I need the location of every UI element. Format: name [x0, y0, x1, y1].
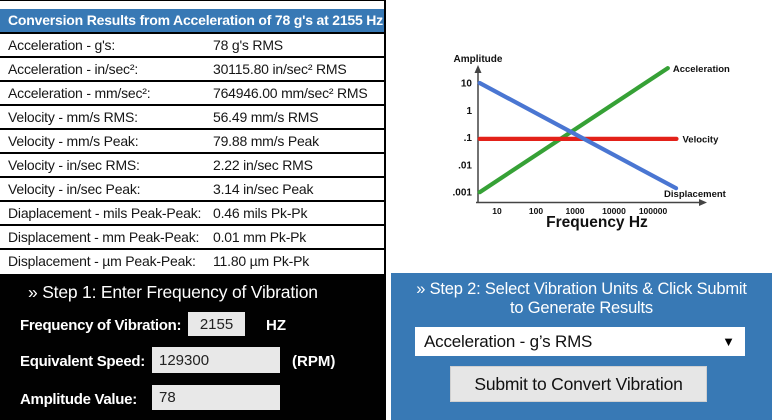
svg-text:Frequency Hz: Frequency Hz	[546, 214, 648, 231]
svg-text:1000: 1000	[566, 206, 585, 216]
result-row-label: Velocity - in/sec RMS:	[8, 157, 140, 173]
table-row: Velocity - in/sec Peak: 3.14 in/sec Peak	[0, 178, 384, 202]
table-row: Displacement - µm Peak-Peak: 11.80 µm Pk-…	[0, 250, 384, 272]
result-row-value: 0.46 mils Pk-Pk	[213, 205, 308, 221]
chevron-down-icon: ▼	[722, 334, 735, 349]
step2-title-line1: » Step 2: Select Vibration Units & Click…	[416, 280, 747, 298]
result-row-value: 764946.00 mm/sec² RMS	[213, 85, 368, 101]
svg-text:.001: .001	[453, 188, 473, 199]
step2-panel: » Step 2: Select Vibration Units & Click…	[391, 273, 772, 420]
svg-text:10: 10	[492, 206, 502, 216]
equivalent-speed-input[interactable]	[152, 347, 280, 373]
table-row: Acceleration - in/sec²: 30115.80 in/sec² …	[0, 58, 384, 82]
svg-text:100: 100	[529, 206, 543, 216]
result-row-value: 30115.80 in/sec² RMS	[213, 61, 347, 77]
result-row-label: Displacement - µm Peak-Peak:	[8, 253, 196, 269]
table-row: Velocity - in/sec RMS: 2.22 in/sec RMS	[0, 154, 384, 178]
speed-unit-label: (RPM)	[292, 353, 336, 370]
submit-convert-button[interactable]: Submit to Convert Vibration	[450, 366, 707, 402]
svg-text:1: 1	[466, 106, 472, 117]
result-row-value: 0.01 mm Pk-Pk	[213, 229, 307, 245]
step2-title: » Step 2: Select Vibration Units & Click…	[391, 280, 772, 318]
svg-text:.01: .01	[458, 160, 472, 171]
result-row-label: Velocity - in/sec Peak:	[8, 181, 141, 197]
svg-text:.1: .1	[464, 133, 473, 144]
result-row-label: Diaplacement - mils Peak-Peak:	[8, 205, 202, 221]
result-row-label: Acceleration - mm/sec²:	[8, 85, 151, 101]
result-row-label: Acceleration - in/sec²:	[8, 61, 139, 77]
amplitude-frequency-chart-svg: Amplitude Frequency Hz 10 1 .1 .01 .001 10 100 10…	[453, 54, 731, 231]
result-row-label: Velocity - mm/s RMS:	[8, 109, 138, 125]
amplitude-frequency-chart: Amplitude Frequency Hz 10 1 .1 .01 .001 10 100 10…	[386, 0, 772, 273]
result-row-label: Velocity - mm/s Peak:	[8, 133, 139, 149]
amplitude-value-input[interactable]	[152, 385, 280, 410]
table-row: Displacement - mm Peak-Peak: 0.01 mm Pk-P…	[0, 226, 384, 250]
svg-text:Displacement: Displacement	[664, 189, 727, 200]
result-row-value: 3.14 in/sec Peak	[213, 181, 314, 197]
svg-text:100000: 100000	[639, 206, 668, 216]
svg-text:Acceleration: Acceleration	[673, 64, 730, 75]
result-row-label: Acceleration - g's:	[8, 37, 116, 53]
step1-title: » Step 1: Enter Frequency of Vibration	[28, 282, 318, 302]
table-row: Velocity - mm/s RMS: 56.49 mm/s RMS	[0, 106, 384, 130]
results-table-header: Conversion Results from Acceleration of …	[0, 9, 384, 34]
vibration-units-dropdown-value: Acceleration - g’s RMS	[424, 332, 593, 351]
result-row-label: Displacement - mm Peak-Peak:	[8, 229, 200, 245]
result-row-value: 2.22 in/sec RMS	[213, 157, 313, 173]
step2-title-line2: to Generate Results	[510, 299, 653, 317]
table-row: Diaplacement - mils Peak-Peak: 0.46 mils …	[0, 202, 384, 226]
svg-text:Amplitude: Amplitude	[454, 54, 503, 65]
frequency-input[interactable]	[188, 312, 245, 336]
equivalent-speed-label: Equivalent Speed:	[20, 353, 145, 370]
table-row: Acceleration - mm/sec²: 764946.00 mm/sec²…	[0, 82, 384, 106]
conversion-results-table: Conversion Results from Acceleration of …	[0, 0, 386, 274]
vibration-units-dropdown[interactable]: Acceleration - g’s RMS ▼	[415, 327, 745, 356]
amplitude-value-label: Amplitude Value:	[20, 391, 137, 408]
svg-text:10000: 10000	[602, 206, 626, 216]
result-row-value: 79.88 mm/s Peak	[213, 133, 319, 149]
result-row-value: 56.49 mm/s RMS	[213, 109, 319, 125]
svg-text:10: 10	[461, 79, 473, 90]
table-row: Acceleration - g's: 78 g's RMS	[0, 34, 384, 58]
step1-panel: » Step 1: Enter Frequency of Vibration F…	[0, 274, 386, 420]
frequency-label: Frequency of Vibration:	[20, 317, 182, 334]
table-row: Velocity - mm/s Peak: 79.88 mm/s Peak	[0, 130, 384, 154]
svg-text:Velocity: Velocity	[682, 134, 719, 145]
result-row-value: 11.80 µm Pk-Pk	[213, 253, 310, 269]
results-table-body: Acceleration - g's: 78 g's RMS Acceleratio…	[0, 34, 384, 272]
result-row-value: 78 g's RMS	[213, 37, 283, 53]
frequency-unit-label: HZ	[266, 317, 286, 334]
